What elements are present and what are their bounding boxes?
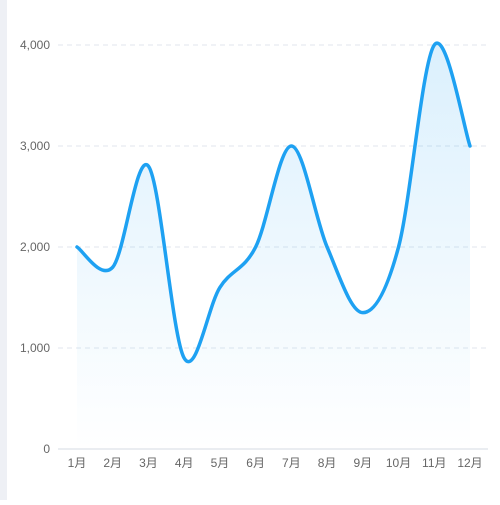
x-tick-label: 11月 bbox=[422, 456, 446, 470]
x-axis-tick-labels: 1月 2月 3月 4月 5月 6月 7月 8月 9月 10月 11月 12月 bbox=[68, 456, 483, 470]
x-tick-label: 8月 bbox=[318, 456, 337, 470]
line-layer bbox=[75, 41, 472, 364]
y-tick-label: 4,000 bbox=[20, 38, 50, 52]
y-tick-label: 0 bbox=[43, 442, 50, 456]
x-tick-label: 2月 bbox=[103, 456, 122, 470]
x-tick-label: 12月 bbox=[457, 456, 482, 470]
page-left-strip bbox=[0, 0, 7, 500]
area-layer bbox=[77, 43, 470, 450]
series-area bbox=[77, 43, 470, 450]
x-tick-label: 1月 bbox=[68, 456, 87, 470]
x-tick-label: 4月 bbox=[175, 456, 194, 470]
x-tick-label: 10月 bbox=[386, 456, 411, 470]
y-tick-label: 2,000 bbox=[20, 240, 50, 254]
x-tick-label: 7月 bbox=[282, 456, 301, 470]
y-tick-label: 3,000 bbox=[20, 139, 50, 153]
y-axis-tick-labels: 0 1,000 2,000 3,000 4,000 bbox=[20, 38, 50, 456]
x-tick-label: 6月 bbox=[246, 456, 265, 470]
y-tick-label: 1,000 bbox=[20, 341, 50, 355]
x-tick-label: 9月 bbox=[353, 456, 372, 470]
series-line bbox=[75, 41, 472, 364]
x-tick-label: 3月 bbox=[139, 456, 158, 470]
x-tick-label: 5月 bbox=[211, 456, 230, 470]
